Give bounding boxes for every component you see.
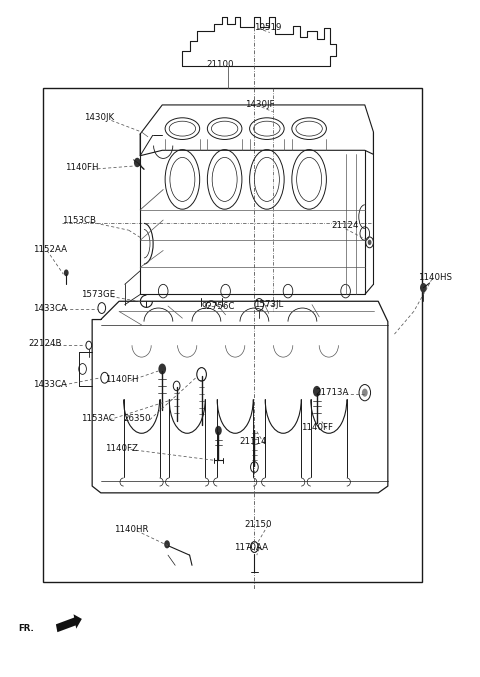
Text: 1573JL: 1573JL bbox=[254, 300, 284, 309]
Text: 21124: 21124 bbox=[331, 221, 359, 230]
Circle shape bbox=[313, 386, 321, 397]
Text: 1140FF: 1140FF bbox=[301, 423, 334, 433]
Text: 1430JF: 1430JF bbox=[245, 100, 274, 110]
Bar bbox=[43, 88, 422, 582]
Text: 22124B: 22124B bbox=[29, 339, 62, 349]
Circle shape bbox=[215, 426, 222, 435]
Text: 21713A: 21713A bbox=[316, 388, 349, 397]
Text: 21150: 21150 bbox=[245, 520, 272, 529]
Text: 92756C: 92756C bbox=[202, 301, 235, 311]
Text: 1140FH: 1140FH bbox=[65, 163, 98, 173]
Circle shape bbox=[64, 269, 69, 276]
Text: 1140FZ: 1140FZ bbox=[105, 443, 137, 453]
Circle shape bbox=[134, 158, 141, 167]
Text: 21114: 21114 bbox=[239, 437, 266, 446]
Text: 1153CB: 1153CB bbox=[62, 215, 96, 225]
FancyArrow shape bbox=[56, 614, 82, 632]
Text: 1170AA: 1170AA bbox=[234, 542, 268, 552]
Text: 10519: 10519 bbox=[254, 22, 282, 32]
Circle shape bbox=[158, 364, 166, 374]
Text: 26350: 26350 bbox=[124, 414, 151, 423]
Circle shape bbox=[420, 283, 427, 292]
Circle shape bbox=[362, 389, 368, 397]
Circle shape bbox=[164, 540, 170, 548]
Text: 1430JK: 1430JK bbox=[84, 113, 114, 123]
Text: 1433CA: 1433CA bbox=[33, 303, 67, 313]
Circle shape bbox=[368, 240, 372, 245]
Text: 21100: 21100 bbox=[206, 60, 234, 70]
Text: 1433CA: 1433CA bbox=[33, 380, 67, 389]
Text: 1573GE: 1573GE bbox=[81, 290, 115, 299]
Text: 1140FH: 1140FH bbox=[105, 374, 138, 384]
Text: FR.: FR. bbox=[18, 624, 34, 633]
Text: 1153AC: 1153AC bbox=[81, 414, 114, 423]
Text: 1152AA: 1152AA bbox=[33, 244, 67, 254]
Text: 1140HR: 1140HR bbox=[114, 525, 149, 534]
Text: 1140HS: 1140HS bbox=[418, 273, 452, 282]
